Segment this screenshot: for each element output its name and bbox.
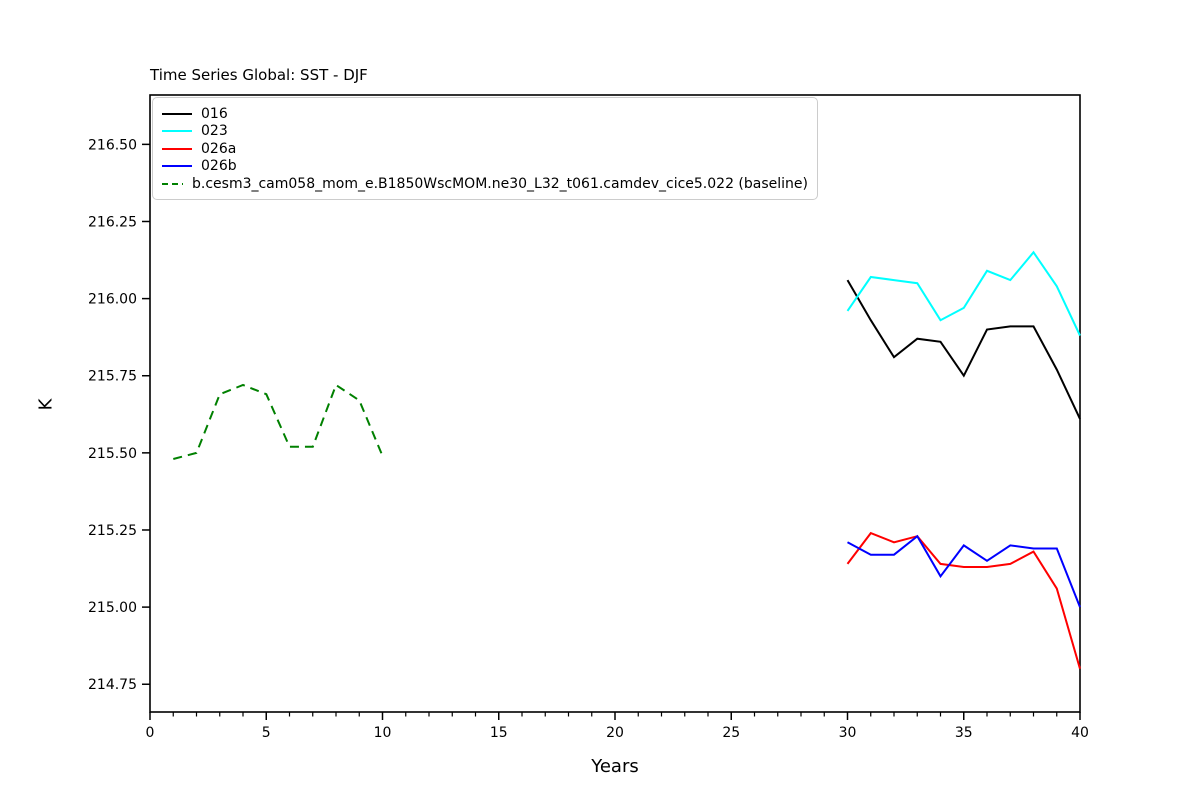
plot-spines bbox=[149, 94, 1081, 713]
legend-label: b.cesm3_cam058_mom_e.B1850WscMOM.ne30_L3… bbox=[192, 175, 808, 192]
x-tick-label: 40 bbox=[1071, 725, 1089, 741]
x-tick-label: 30 bbox=[839, 725, 857, 741]
legend-item: b.cesm3_cam058_mom_e.B1850WscMOM.ne30_L3… bbox=[162, 175, 808, 192]
x-tick-label: 15 bbox=[490, 725, 508, 741]
legend-line-swatch bbox=[162, 130, 192, 132]
legend-label: 026a bbox=[201, 140, 237, 157]
legend-label: 016 bbox=[201, 105, 228, 122]
legend-item: 016 bbox=[162, 105, 808, 122]
legend-line-swatch bbox=[162, 112, 192, 115]
y-tick-label: 215.00 bbox=[88, 600, 137, 616]
x-tick-label: 25 bbox=[722, 725, 740, 741]
x-tick-label: 10 bbox=[374, 725, 392, 741]
y-tick-label: 216.00 bbox=[88, 292, 137, 308]
y-tick-label: 214.75 bbox=[88, 677, 137, 693]
chart-title: Time Series Global: SST - DJF bbox=[150, 66, 368, 84]
legend-line-swatch bbox=[162, 182, 183, 185]
legend-item: 026b bbox=[162, 158, 808, 175]
legend-label: 023 bbox=[201, 123, 228, 139]
y-tick-label: 215.25 bbox=[88, 523, 137, 539]
x-tick-label: 35 bbox=[955, 725, 973, 741]
legend-item: 026a bbox=[162, 140, 808, 157]
y-tick-label: 215.50 bbox=[88, 446, 137, 462]
y-tick-label: 216.25 bbox=[88, 214, 137, 230]
series-line-023 bbox=[846, 250, 1081, 337]
y-tick-label: 215.75 bbox=[88, 369, 137, 385]
series-line-026b bbox=[847, 534, 1081, 608]
legend-line-swatch bbox=[162, 147, 192, 150]
x-tick-label: 0 bbox=[146, 725, 155, 741]
legend-line-swatch bbox=[162, 165, 192, 167]
legend-item: 023 bbox=[162, 123, 808, 140]
series-line-026a bbox=[846, 531, 1081, 670]
series-line-b-cesm3-cam058-mom-e-B1850WscMOM-ne30-L32-t061-camdev-cice5-022 bbox=[173, 383, 384, 460]
legend: 016 023 026a 026b b.cesm3_cam058_mom_e.B1850… bbox=[152, 97, 818, 200]
legend-label: 026b bbox=[201, 158, 237, 174]
y-tick-label: 216.50 bbox=[88, 137, 137, 153]
x-tick-label: 20 bbox=[606, 725, 624, 741]
y-axis-label: K bbox=[35, 398, 57, 411]
series-line-016 bbox=[846, 279, 1081, 420]
x-tick-label: 5 bbox=[262, 725, 271, 741]
x-axis-label: Years bbox=[591, 756, 639, 777]
